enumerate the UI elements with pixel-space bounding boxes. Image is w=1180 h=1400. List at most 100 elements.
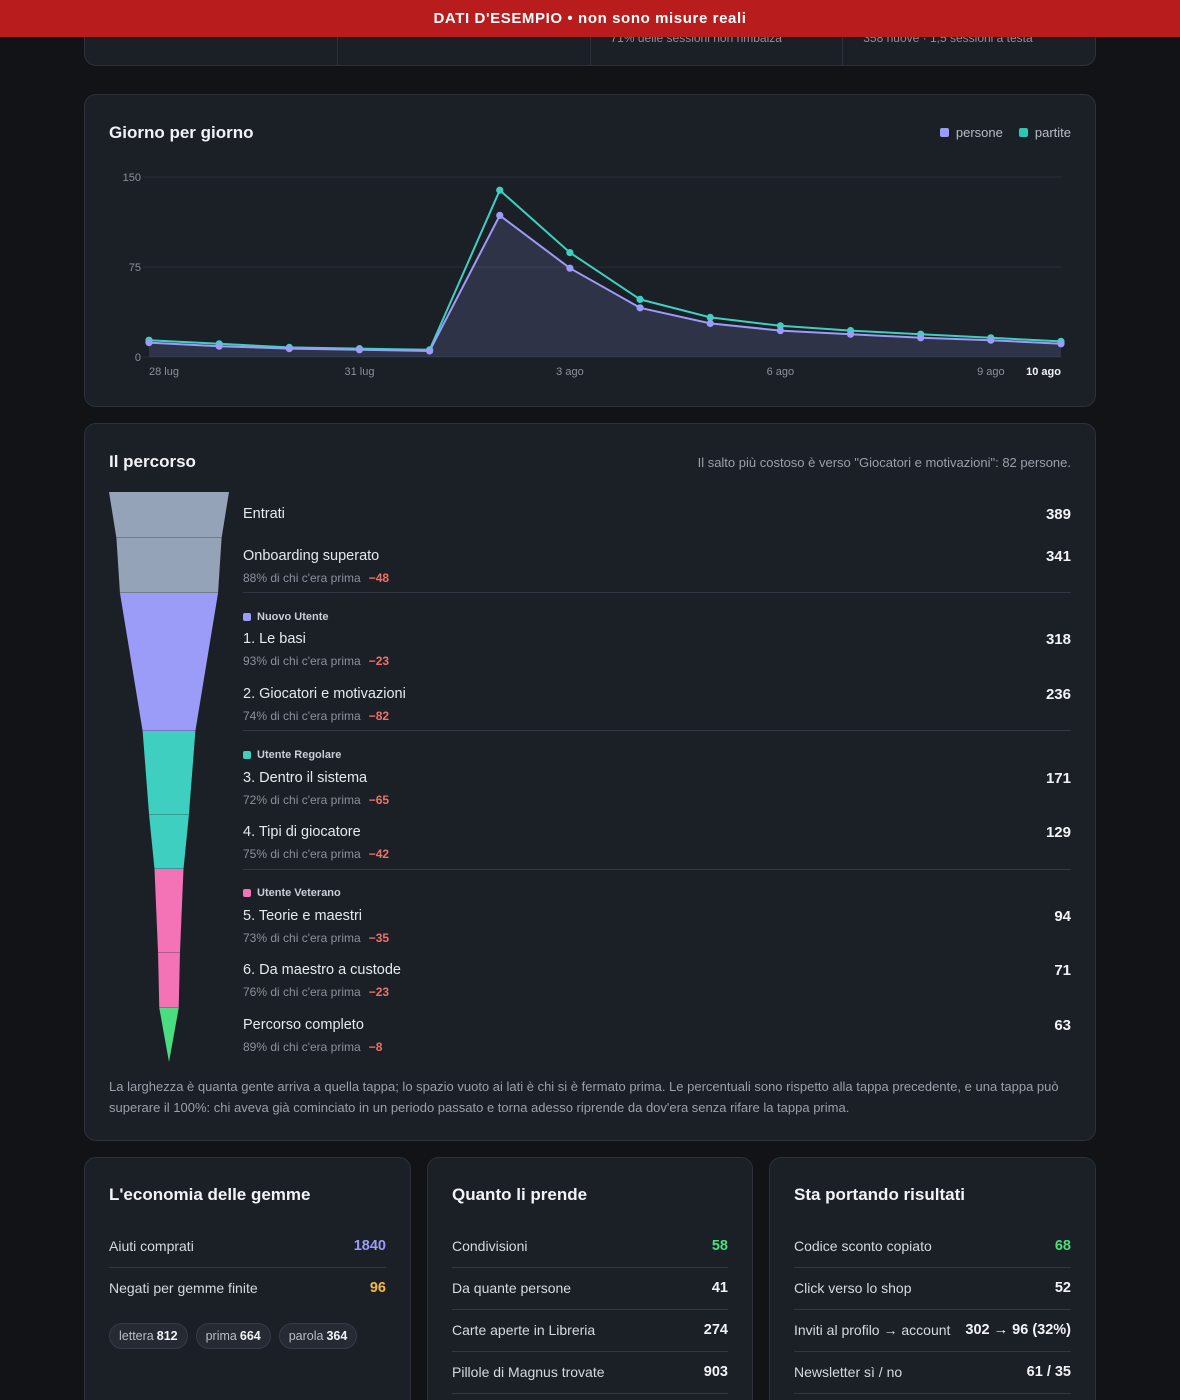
group-tag-utente-veterano: Utente Veterano: [243, 887, 341, 899]
group-divider: [243, 869, 1071, 870]
step-drop: −82: [368, 709, 390, 723]
stat-row: Aiuti comprati 1840: [109, 1226, 386, 1268]
stat-row: Condivisioni 58: [452, 1226, 728, 1268]
stat-value: 1840: [353, 1238, 386, 1254]
results-card: Sta portando risultati Codice sconto cop…: [769, 1157, 1096, 1400]
funnel-note: Il salto più costoso è verso "Giocatori …: [697, 455, 1071, 470]
stat-label: Codice sconto copiato: [794, 1238, 932, 1254]
group-tag-nuovo-utente: Nuovo Utente: [243, 611, 329, 623]
stat-row: Pillole di Magnus trovate 903: [452, 1352, 728, 1394]
funnel-segment-complete: [159, 1008, 179, 1062]
step-label: Onboarding superato: [243, 548, 380, 564]
group-label: Nuovo Utente: [257, 611, 329, 623]
funnel-title: Il percorso: [109, 452, 196, 471]
gems-card: L'economia delle gemme Aiuti comprati 18…: [84, 1157, 411, 1400]
data-point-persone: [215, 342, 223, 350]
step-label: 4. Tipi di giocatore: [243, 824, 361, 840]
data-point-partite: [636, 295, 644, 303]
step-drop: −42: [368, 847, 390, 861]
stat-value: 302 → 96 (32%): [965, 1322, 1071, 1338]
step-retention: 73% di chi c'era prima −35: [243, 931, 389, 945]
step-label: 5. Teorie e maestri: [243, 908, 363, 924]
step-pct: 72% di chi c'era prima: [243, 793, 361, 807]
step-drop: −8: [368, 1040, 383, 1054]
area-persone: [149, 215, 1061, 357]
step-drop: −23: [368, 985, 390, 999]
funnel-segment: [116, 538, 222, 593]
group-tag-utente-regolare: Utente Regolare: [243, 749, 341, 761]
daily-line-chart: 0 75 150 28 lug 31 lug 3 ago 6 ago 9 ago 10 ago: [123, 172, 1065, 378]
y-tick-label: 0: [135, 352, 141, 364]
results-title: Sta portando risultati: [794, 1185, 965, 1204]
pill-lettera: lettera 812: [109, 1323, 188, 1349]
stat-value: 274: [703, 1322, 728, 1338]
legend-label: persone: [955, 125, 1003, 140]
funnel-segment: [119, 593, 219, 731]
daily-chart-title: Giorno per giorno: [109, 123, 254, 142]
data-point-persone: [636, 304, 644, 312]
step-retention: 72% di chi c'era prima −65: [243, 793, 389, 807]
group-label: Utente Veterano: [257, 887, 341, 899]
legend-item-persone: persone: [939, 125, 1003, 140]
step-value: 94: [1054, 908, 1071, 925]
data-point-persone: [706, 319, 714, 327]
step-value: 341: [1045, 548, 1071, 565]
funnel-shape: [109, 492, 229, 1062]
sample-data-banner: DATI D'ESEMPIO • non sono misure reali: [0, 0, 1180, 37]
x-tick-label: 6 ago: [767, 366, 795, 378]
data-point-persone: [285, 345, 293, 353]
group-swatch: [243, 613, 251, 621]
x-tick-label: 31 lug: [344, 366, 374, 378]
step-pct: 93% di chi c'era prima: [243, 654, 361, 668]
funnel-segment: [149, 815, 189, 869]
data-point-persone: [987, 336, 995, 344]
data-point-partite: [706, 313, 714, 321]
daily-chart-card: Giorno per giorno persone partite 0 75 150…: [84, 94, 1096, 407]
pill-label: lettera: [119, 1329, 154, 1343]
step-retention: 76% di chi c'era prima −23: [243, 985, 389, 999]
legend-swatch: [1018, 128, 1028, 137]
group-divider: [243, 730, 1071, 731]
step-retention: 93% di chi c'era prima −23: [243, 654, 389, 668]
step-value: 236: [1045, 686, 1071, 703]
step-drop: −48: [368, 571, 390, 585]
step-drop: −23: [368, 654, 390, 668]
data-point-persone: [355, 346, 364, 354]
data-point-persone: [917, 334, 925, 342]
stat-row: Newsletter sì / no 61 / 35: [794, 1352, 1071, 1394]
stat-value: 903: [703, 1364, 728, 1380]
chart-legend: persone partite: [939, 125, 1071, 140]
pill-label: parola: [288, 1329, 324, 1343]
pill-label: prima: [205, 1329, 237, 1343]
stat-value: 68: [1054, 1238, 1071, 1254]
funnel-segment: [154, 869, 184, 953]
pill-prima: prima 664: [195, 1323, 271, 1349]
step-pct: 73% di chi c'era prima: [243, 931, 361, 945]
stat-label: Aiuti comprati: [109, 1238, 194, 1254]
series-line-partite: [148, 188, 1062, 351]
step-pct: 75% di chi c'era prima: [243, 847, 361, 861]
step-label: 2. Giocatori e motivazioni: [243, 686, 406, 702]
stat-row: Click verso lo shop 52: [794, 1268, 1071, 1310]
group-divider: [243, 592, 1071, 593]
funnel-footnote: La larghezza è quanta gente arriva a que…: [109, 1079, 1059, 1115]
series-line-persone: [148, 213, 1062, 353]
step-pct: 74% di chi c'era prima: [243, 709, 361, 723]
group-swatch: [243, 751, 251, 759]
step-value: 71: [1054, 962, 1071, 979]
engagement-card: Quanto li prende Condivisioni 58 Da quan…: [427, 1157, 753, 1400]
stat-value: 41: [711, 1280, 728, 1296]
group-label: Utente Regolare: [257, 749, 342, 761]
data-point-persone: [776, 327, 784, 335]
stat-label: Newsletter sì / no: [794, 1364, 903, 1380]
step-value: 129: [1045, 824, 1071, 841]
pill-value: 812: [156, 1329, 178, 1343]
data-point-persone: [566, 264, 574, 272]
pill-value: 664: [239, 1329, 261, 1343]
x-tick-label: 3 ago: [556, 366, 584, 378]
help-type-pills: lettera 812 prima 664 parola 364: [109, 1323, 358, 1349]
pill-parola: parola 364: [278, 1323, 358, 1349]
step-retention: 88% di chi c'era prima −48: [243, 571, 389, 585]
stat-value: 58: [711, 1238, 728, 1254]
step-retention: 75% di chi c'era prima −42: [243, 847, 389, 861]
